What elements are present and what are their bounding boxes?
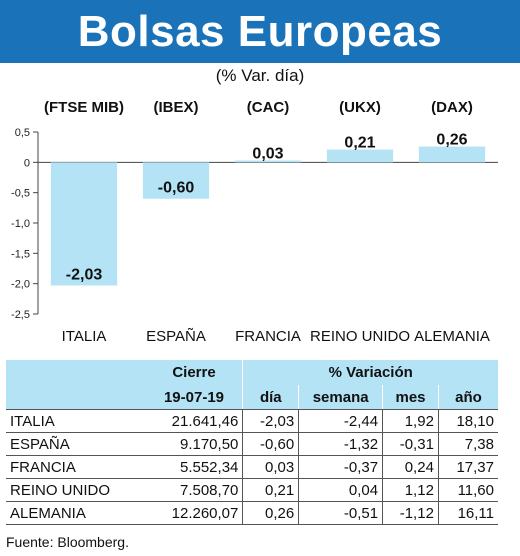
y-tick-label: -1,5 bbox=[11, 248, 30, 260]
row-name: ITALIA bbox=[6, 409, 146, 433]
row-name: ESPAÑA bbox=[6, 432, 146, 456]
category-label: ESPAÑA bbox=[146, 328, 206, 345]
index-label: (FTSE MIB) bbox=[44, 99, 124, 116]
row-cierre: 21.641,46 bbox=[145, 409, 243, 433]
table-row: ESPAÑA 9.170,50 -0,60 -1,32 -0,31 7,38 bbox=[6, 432, 498, 456]
header-variacion: % Variación bbox=[242, 360, 498, 385]
title-bar: Bolsas Europeas bbox=[0, 0, 520, 63]
index-label: (UKX) bbox=[339, 99, 381, 116]
row-cierre: 12.260,07 bbox=[145, 501, 243, 525]
row-mes: -1,12 bbox=[382, 501, 439, 525]
table-row: ALEMANIA 12.260,07 0,26 -0,51 -1,12 16,1… bbox=[6, 501, 498, 525]
source-note: Fuente: Bloomberg. bbox=[6, 534, 129, 550]
bar bbox=[234, 160, 302, 163]
row-semana: -0,37 bbox=[298, 455, 383, 479]
header-cierre: Cierre bbox=[145, 360, 243, 385]
row-cierre: 7.508,70 bbox=[145, 478, 243, 502]
row-mes: 1,12 bbox=[382, 478, 439, 502]
row-name: REINO UNIDO bbox=[6, 478, 146, 502]
index-label: (DAX) bbox=[431, 99, 473, 116]
row-semana: -1,32 bbox=[298, 432, 383, 456]
row-semana: -2,44 bbox=[298, 409, 383, 433]
row-semana: -0,51 bbox=[298, 501, 383, 525]
category-label: ALEMANIA bbox=[414, 328, 490, 345]
table-row: FRANCIA 5.552,34 0,03 -0,37 0,24 17,37 bbox=[6, 455, 498, 479]
category-label: REINO UNIDO bbox=[310, 328, 410, 345]
row-mes: 1,92 bbox=[382, 409, 439, 433]
header-mes: mes bbox=[382, 385, 439, 410]
bar bbox=[418, 146, 486, 163]
row-ano: 18,10 bbox=[437, 409, 498, 433]
table-subheader-row: 19-07-19 día semana mes año bbox=[6, 385, 498, 410]
table-row: ITALIA 21.641,46 -2,03 -2,44 1,92 18,10 bbox=[6, 409, 498, 433]
y-tick-label: -2,0 bbox=[11, 279, 30, 291]
y-tick-label: -0,5 bbox=[11, 188, 30, 200]
row-ano: 11,60 bbox=[437, 478, 498, 502]
header-dia: día bbox=[242, 385, 299, 410]
y-tick-label: 0,5 bbox=[15, 127, 30, 139]
index-label: (CAC) bbox=[247, 99, 290, 116]
bar bbox=[50, 162, 118, 286]
bar-value-label: -0,60 bbox=[158, 180, 195, 197]
row-dia: -2,03 bbox=[242, 409, 299, 433]
row-dia: -0,60 bbox=[242, 432, 299, 456]
row-semana: 0,04 bbox=[298, 478, 383, 502]
row-cierre: 5.552,34 bbox=[145, 455, 243, 479]
y-tick-label: -2,5 bbox=[11, 309, 30, 321]
row-dia: 0,21 bbox=[242, 478, 299, 502]
category-label: ITALIA bbox=[62, 328, 107, 345]
y-tick-label: -1,0 bbox=[11, 218, 30, 230]
row-name: FRANCIA bbox=[6, 455, 146, 479]
row-name: ALEMANIA bbox=[6, 501, 146, 525]
header-ano: año bbox=[437, 385, 498, 410]
data-table: Cierre % Variación 19-07-19 día semana m… bbox=[6, 360, 498, 525]
bar-value-label: 0,21 bbox=[344, 135, 375, 152]
bar-chart: 0,5 0 -0,5 -1,0 -1,5 -2,0 -2,5 -2,03 (FTSE MIB) I… bbox=[11, 99, 498, 345]
header-semana: semana bbox=[298, 385, 383, 410]
row-cierre: 9.170,50 bbox=[145, 432, 243, 456]
y-tick-label: 0 bbox=[24, 157, 30, 169]
row-mes: 0,24 bbox=[382, 455, 439, 479]
table-header-row: Cierre % Variación bbox=[6, 360, 498, 385]
row-ano: 7,38 bbox=[437, 432, 498, 456]
row-ano: 17,37 bbox=[437, 455, 498, 479]
row-mes: -0,31 bbox=[382, 432, 439, 456]
bar bbox=[326, 149, 394, 163]
bar bbox=[142, 162, 210, 199]
index-label: (IBEX) bbox=[154, 99, 199, 116]
row-dia: 0,26 bbox=[242, 501, 299, 525]
page-title: Bolsas Europeas bbox=[77, 6, 443, 56]
header-date: 19-07-19 bbox=[145, 385, 243, 410]
bar-value-label: 0,26 bbox=[436, 132, 467, 149]
category-label: FRANCIA bbox=[235, 328, 301, 345]
row-ano: 16,11 bbox=[437, 501, 498, 525]
row-dia: 0,03 bbox=[242, 455, 299, 479]
bar-value-label: -2,03 bbox=[66, 266, 103, 283]
chart-subtitle: (% Var. día) bbox=[215, 66, 305, 85]
bar-value-label: 0,03 bbox=[252, 146, 283, 163]
table-row: REINO UNIDO 7.508,70 0,21 0,04 1,12 11,6… bbox=[6, 478, 498, 502]
